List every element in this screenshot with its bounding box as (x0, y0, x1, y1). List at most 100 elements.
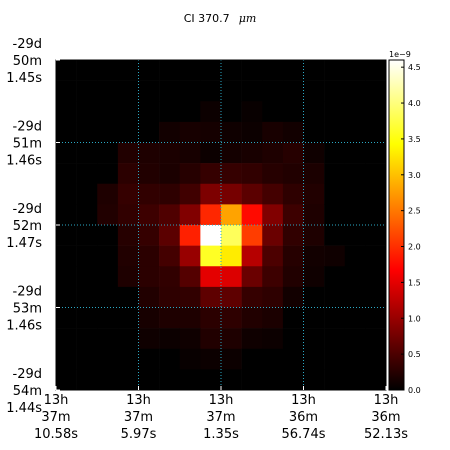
heatmap-cell (76, 80, 98, 102)
heatmap-cell (324, 121, 346, 143)
heatmap-cell (324, 266, 346, 288)
heatmap-cell (262, 121, 284, 143)
heatmap-cell (221, 245, 242, 267)
heatmap-cell (117, 286, 139, 308)
heatmap-cell (159, 204, 181, 226)
heatmap-cell (97, 183, 119, 205)
y-tick-label: -29d 52m 1.47s (6, 202, 42, 251)
heatmap-cell (56, 348, 77, 370)
heatmap-cell (365, 163, 387, 185)
y-tick-label-line: 1.46s (6, 319, 42, 334)
chart-title: CI 370.7 μm (184, 7, 257, 26)
heatmap-cell (159, 163, 181, 185)
heatmap-cell (365, 121, 387, 143)
heatmap-cell (117, 163, 139, 185)
heatmap-cell (282, 183, 304, 205)
x-tick-label-line: 13h (126, 393, 151, 408)
heatmap-cell (344, 121, 366, 143)
heatmap-cell (324, 80, 346, 102)
heatmap-cell (76, 121, 98, 143)
heatmap-cell (221, 142, 242, 164)
heatmap-cell (262, 101, 284, 123)
heatmap-cell (76, 142, 98, 164)
heatmap-cell (117, 369, 139, 391)
heatmap-cell (365, 183, 387, 205)
x-tick-label: 13h 37m 10.58s (34, 393, 78, 442)
y-tick-label-line: 51m (13, 137, 42, 152)
y-tick-label-line: 1.44s (6, 401, 42, 416)
heatmap-cell (159, 286, 181, 308)
grid-lines (56, 60, 386, 390)
heatmap-cell (179, 121, 201, 143)
y-tick-label-line: 50m (13, 54, 42, 69)
heatmap-cell (200, 328, 222, 350)
heatmap-cell (138, 348, 160, 370)
heatmap-cell (56, 142, 77, 164)
x-tick-label-line: 13h (44, 393, 69, 408)
heatmap-cell (344, 142, 366, 164)
x-tick-label-line: 37m (124, 410, 153, 425)
y-tick-label-line: 1.46s (6, 154, 42, 169)
heatmap-cell (56, 204, 77, 226)
heatmap-cell (241, 142, 263, 164)
heatmap-cell (282, 121, 304, 143)
heatmap-cell (303, 163, 325, 185)
colorbar-tick-label: 3.5 (408, 135, 421, 144)
heatmap-cell (241, 101, 263, 123)
y-tick-label: -29d 50m 1.45s (6, 37, 42, 86)
heatmap-cell (241, 369, 263, 391)
heatmap-cell (365, 245, 387, 267)
heatmap-cell (221, 183, 242, 205)
x-tick-label-line: 36m (371, 410, 400, 425)
heatmap-cell (282, 328, 304, 350)
heatmap-cell (117, 204, 139, 226)
heatmap-cell (200, 80, 222, 102)
heatmap-cell (221, 348, 242, 370)
heatmap-cell (344, 266, 366, 288)
colorbar-exponent-label: 1e−9 (389, 50, 411, 59)
heatmap-cell (262, 286, 284, 308)
heatmap-cell (200, 307, 222, 329)
y-tick-label-line: 53m (13, 302, 42, 317)
heatmap-cell (117, 121, 139, 143)
heatmap-cell (138, 328, 160, 350)
heatmap-cell (179, 328, 201, 350)
heatmap-cell (282, 245, 304, 267)
heatmap-cell (324, 348, 346, 370)
colorbar-tick-label: 4.0 (408, 99, 421, 108)
heatmap-cell (262, 307, 284, 329)
heatmap-cell (262, 80, 284, 102)
y-tick-label-line: -29d (13, 202, 43, 217)
heatmap-cell (138, 101, 160, 123)
heatmap-cell (262, 183, 284, 205)
heatmap-cell (303, 60, 325, 81)
heatmap-cell (97, 286, 119, 308)
heatmap-cell (76, 60, 98, 81)
heatmap-cell (344, 183, 366, 205)
heatmap-cell (56, 307, 77, 329)
heatmap-cell (221, 328, 242, 350)
heatmap-cell (241, 328, 263, 350)
chart-title-unit: μm (239, 12, 257, 25)
heatmap-cell (179, 204, 201, 226)
heatmap-cell (282, 307, 304, 329)
x-tick-label-line: 10.58s (34, 427, 78, 442)
heatmap-cell (303, 266, 325, 288)
heatmap-cell (76, 328, 98, 350)
heatmap-cell (117, 183, 139, 205)
colorbar-tick-label: 1.5 (408, 278, 421, 287)
heatmap-cell (241, 245, 263, 267)
x-tick-label-line: 37m (206, 410, 235, 425)
heatmap-cell (138, 307, 160, 329)
heatmap-cell (221, 121, 242, 143)
heatmap-cell (138, 204, 160, 226)
x-tick-label-line: 37m (41, 410, 70, 425)
heatmap-cell (138, 60, 160, 81)
heatmap-cell (262, 328, 284, 350)
heatmap-cell (324, 286, 346, 308)
heatmap-cell (262, 225, 284, 246)
heatmap-cell (200, 183, 222, 205)
heatmap-cell (324, 204, 346, 226)
heatmap-cell (344, 204, 366, 226)
x-tick-label: 13h 36m 56.74s (282, 393, 326, 442)
